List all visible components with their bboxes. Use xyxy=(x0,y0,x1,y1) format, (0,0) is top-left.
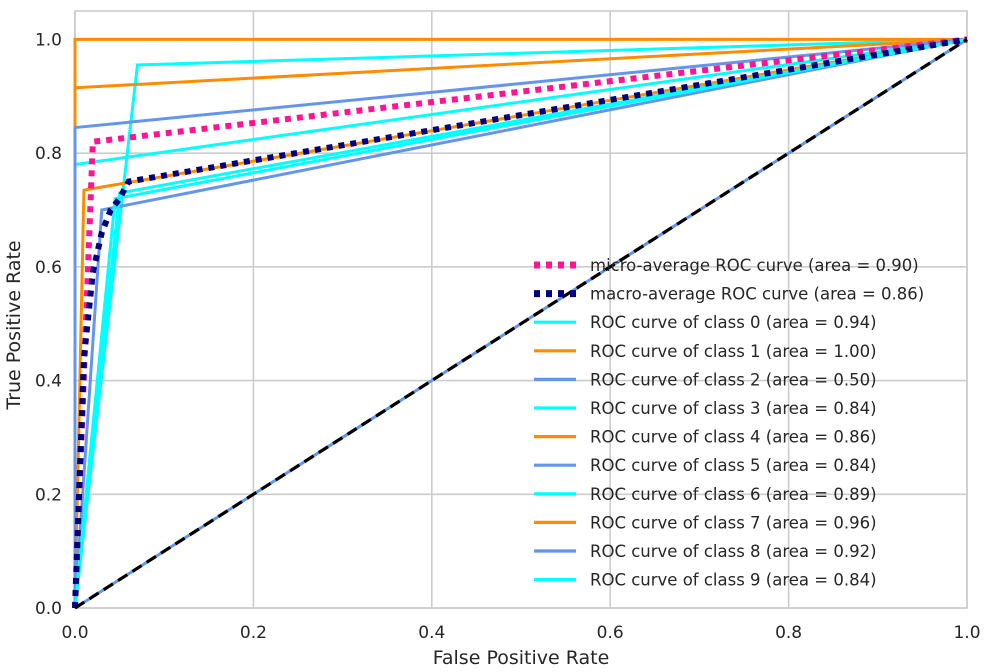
legend-entry-label: ROC curve of class 2 (area = 0.50) xyxy=(590,370,877,389)
x-tick-label: 0.8 xyxy=(775,623,802,643)
x-tick-label: 1.0 xyxy=(953,623,980,643)
y-tick-label: 0.2 xyxy=(35,485,62,505)
reference-diagonal xyxy=(74,38,968,610)
legend: micro-average ROC curve (area = 0.90) mac… xyxy=(534,256,924,590)
x-axis-label: False Positive Rate xyxy=(433,647,610,669)
legend-entry-label: ROC curve of class 6 (area = 0.89) xyxy=(590,485,877,504)
x-tick-label: 0.0 xyxy=(61,623,88,643)
y-tick-label: 0.4 xyxy=(35,372,62,392)
legend-entry-label: ROC curve of class 4 (area = 0.86) xyxy=(590,428,877,447)
series-line-1 xyxy=(72,36,968,609)
legend-entry-label: ROC curve of class 3 (area = 0.84) xyxy=(590,399,877,418)
y-tick-label: 0.6 xyxy=(35,258,62,278)
legend-entry-label: ROC curve of class 1 (area = 1.00) xyxy=(590,342,877,361)
legend-entry-label: ROC curve of class 7 (area = 0.96) xyxy=(590,513,877,532)
grid xyxy=(74,11,968,609)
legend-entry-label: micro-average ROC curve (area = 0.90) xyxy=(590,256,919,275)
legend-entry-label: ROC curve of class 0 (area = 0.94) xyxy=(590,313,877,332)
legend-entry-label: ROC curve of class 5 (area = 0.84) xyxy=(590,456,877,475)
legend-entry-label: macro-average ROC curve (area = 0.86) xyxy=(590,285,924,304)
y-tick-label: 0.8 xyxy=(35,144,62,164)
y-tick-labels: 0.0 0.2 0.4 0.6 0.8 1.0 xyxy=(35,30,62,619)
x-tick-label: 0.6 xyxy=(597,623,624,643)
x-tick-label: 0.2 xyxy=(240,623,267,643)
series-line-7 xyxy=(73,37,968,609)
y-tick-label: 1.0 xyxy=(35,30,62,50)
y-tick-label: 0.0 xyxy=(35,599,62,619)
y-axis-label: True Positive Rate xyxy=(3,240,25,410)
legend-entry-label: ROC curve of class 8 (area = 0.92) xyxy=(590,542,877,561)
x-tick-labels: 0.0 0.2 0.4 0.6 0.8 1.0 xyxy=(61,623,980,643)
series-line-10 xyxy=(73,37,968,608)
x-tick-label: 0.4 xyxy=(418,623,445,643)
legend-entry-label: ROC curve of class 9 (area = 0.84) xyxy=(590,571,877,590)
series-lines xyxy=(72,36,968,610)
